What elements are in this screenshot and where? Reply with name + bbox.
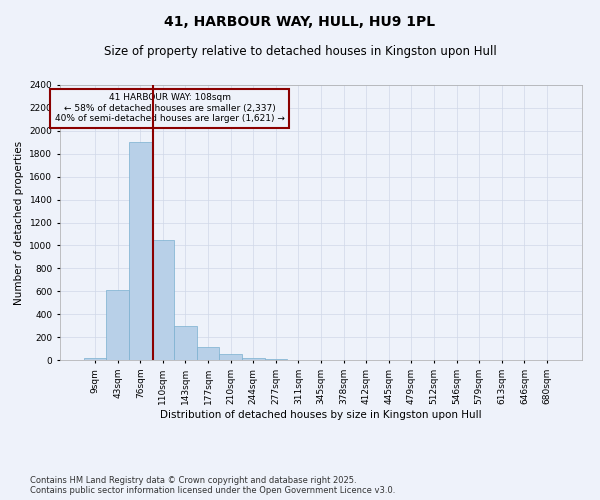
Text: Contains HM Land Registry data © Crown copyright and database right 2025.
Contai: Contains HM Land Registry data © Crown c… <box>30 476 395 495</box>
Bar <box>242 358 265 360</box>
Bar <box>152 240 174 360</box>
Bar <box>106 290 129 360</box>
X-axis label: Distribution of detached houses by size in Kingston upon Hull: Distribution of detached houses by size … <box>160 410 482 420</box>
Bar <box>197 348 220 360</box>
Text: 41 HARBOUR WAY: 108sqm
← 58% of detached houses are smaller (2,337)
40% of semi-: 41 HARBOUR WAY: 108sqm ← 58% of detached… <box>55 93 284 123</box>
Text: Size of property relative to detached houses in Kingston upon Hull: Size of property relative to detached ho… <box>104 45 496 58</box>
Y-axis label: Number of detached properties: Number of detached properties <box>14 140 24 304</box>
Bar <box>129 142 152 360</box>
Bar <box>220 354 242 360</box>
Bar <box>84 358 106 360</box>
Bar <box>174 326 197 360</box>
Text: 41, HARBOUR WAY, HULL, HU9 1PL: 41, HARBOUR WAY, HULL, HU9 1PL <box>164 15 436 29</box>
